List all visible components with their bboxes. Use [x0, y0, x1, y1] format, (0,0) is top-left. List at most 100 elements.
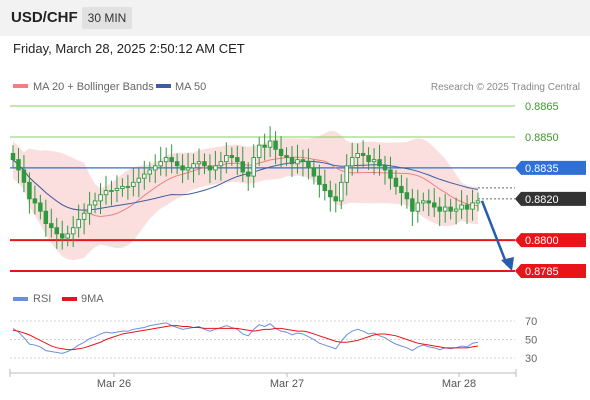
level-tag-0.8800	[515, 233, 586, 248]
candle-body	[65, 233, 70, 239]
timeframe-badge[interactable]: 30 MIN	[82, 7, 132, 29]
rsi-line	[12, 322, 479, 354]
candle-body	[38, 202, 43, 212]
candle-body	[207, 165, 213, 171]
candle-body	[32, 198, 38, 204]
candle-body	[54, 227, 60, 235]
rsi-tick-50: 50	[525, 335, 537, 347]
candle-body	[251, 157, 256, 177]
candle-body	[125, 185, 131, 188]
candle-body	[289, 157, 295, 165]
candle-body	[311, 167, 317, 177]
candle-body	[81, 212, 87, 220]
candle-body	[360, 152, 366, 156]
candle-body	[174, 161, 180, 167]
candle-body	[295, 159, 300, 165]
candle-body	[328, 190, 333, 198]
candle-body	[377, 159, 382, 167]
legend-swatch-ma20	[13, 84, 28, 88]
candle-body	[421, 200, 426, 204]
legend-swatch-rsi-ma	[62, 297, 77, 301]
candle-body	[344, 165, 349, 183]
candle-body	[49, 223, 54, 229]
candle-body	[431, 202, 437, 208]
candle-body	[267, 140, 273, 148]
level-tag-0.8835	[515, 160, 586, 175]
candle-body	[404, 192, 410, 200]
level-label-0.8820: 0.8820	[525, 194, 559, 206]
legend-rsi-ma-label: 9MA	[81, 293, 104, 305]
candle-body	[317, 175, 322, 185]
level-label-0.8865: 0.8865	[525, 101, 559, 113]
legend-swatch-rsi	[13, 297, 28, 301]
candle-body	[410, 198, 415, 212]
candle-body	[256, 144, 262, 159]
candle-body	[262, 144, 267, 148]
candle-body	[92, 200, 98, 206]
legend-ma50-label: MA 50	[175, 81, 206, 93]
date-label: Mar 26	[97, 378, 131, 390]
level-label-0.8785: 0.8785	[525, 266, 559, 278]
candle-body	[448, 206, 453, 212]
candle-body	[240, 161, 246, 173]
candle-body	[284, 155, 289, 159]
candle-body	[59, 233, 65, 239]
candle-body	[114, 188, 120, 192]
candle-body	[142, 173, 147, 179]
candle-body	[163, 157, 169, 163]
candle-body	[393, 177, 399, 187]
candle-body	[202, 161, 207, 167]
bollinger-band	[13, 130, 478, 261]
candle-body	[464, 204, 470, 210]
candle-body	[147, 169, 153, 175]
candle-body	[470, 202, 475, 210]
candle-body	[245, 171, 251, 177]
candle-body	[152, 165, 158, 171]
legend-rsi-label: RSI	[33, 293, 51, 305]
level-label-0.8835: 0.8835	[525, 163, 559, 175]
timestamp: Friday, March 28, 2025 2:50:12 AM CET	[13, 41, 245, 56]
candle-body	[120, 185, 125, 189]
rsi-ma-line	[12, 325, 479, 351]
candle-body	[76, 218, 81, 229]
symbol-title: USD/CHF	[11, 9, 78, 26]
candle-body	[27, 181, 32, 200]
candle-body	[103, 190, 109, 196]
candle-body	[87, 204, 92, 214]
candle-body	[169, 157, 174, 163]
date-label: Mar 28	[442, 378, 476, 390]
candle-body	[109, 190, 114, 193]
level-label-0.8850: 0.8850	[525, 132, 559, 144]
candle-body	[98, 194, 103, 202]
candle-body	[300, 159, 306, 163]
candle-body	[322, 183, 328, 192]
candle-body	[453, 208, 459, 212]
candle-body	[191, 163, 196, 169]
ma20-line	[12, 156, 479, 217]
level-tag-0.8785	[515, 264, 586, 278]
candle-body	[399, 185, 404, 194]
candle-body	[349, 157, 355, 167]
candle-body	[333, 196, 339, 202]
candle-body	[426, 200, 432, 204]
candle-body	[355, 152, 360, 159]
candle-body	[131, 181, 136, 187]
candle-body	[437, 206, 442, 212]
candle-body	[213, 165, 218, 171]
candle-body	[475, 200, 481, 204]
level-tag-0.8820	[515, 191, 586, 206]
candle-body	[338, 181, 344, 202]
legend-ma20-label: MA 20 + Bollinger Bands	[33, 81, 154, 93]
candle-body	[218, 161, 224, 167]
candle-body	[136, 177, 142, 183]
candle-body	[235, 157, 240, 163]
copyright-label: Research © 2025 Trading Central	[431, 82, 580, 93]
candle-body	[459, 204, 464, 210]
candle-body	[196, 161, 202, 165]
candle-body	[16, 159, 21, 171]
candle-body	[371, 159, 377, 163]
candle-body	[306, 161, 311, 169]
candle-body	[43, 210, 49, 225]
